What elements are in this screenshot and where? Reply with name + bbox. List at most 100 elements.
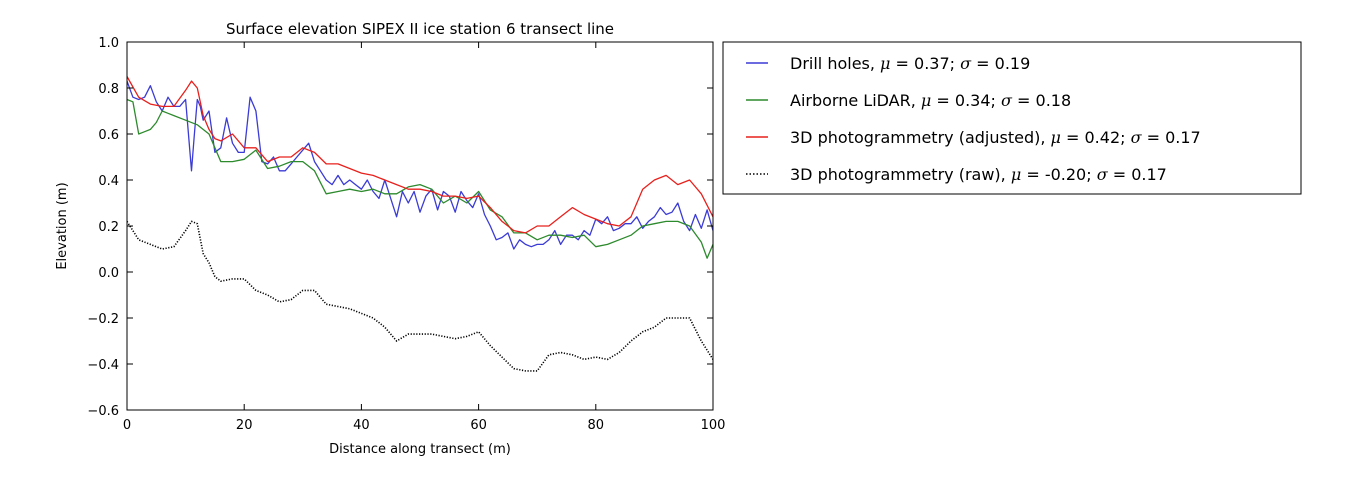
data-point-photogrammetry-adjusted	[220, 140, 221, 141]
data-point-drill	[226, 117, 227, 118]
data-point-drill	[355, 184, 356, 185]
data-point-lidar	[167, 113, 168, 114]
data-point-photogrammetry-adjusted	[162, 106, 163, 107]
data-point-drill	[601, 223, 602, 224]
data-point-photogrammetry-raw	[267, 294, 268, 295]
data-point-photogrammetry-adjusted	[701, 193, 702, 194]
data-point-drill	[613, 230, 614, 231]
data-point-photogrammetry-raw	[619, 352, 620, 353]
data-point-drill	[695, 214, 696, 215]
data-point-drill	[179, 106, 180, 107]
data-point-drill	[232, 143, 233, 144]
data-point-drill	[255, 110, 256, 111]
data-point-lidar	[396, 193, 397, 194]
data-point-drill	[361, 189, 362, 190]
data-point-photogrammetry-adjusted	[455, 196, 456, 197]
data-point-drill	[320, 170, 321, 171]
data-point-photogrammetry-adjusted	[173, 106, 174, 107]
data-point-photogrammetry-raw	[220, 281, 221, 282]
data-point-drill	[267, 163, 268, 164]
data-point-lidar	[701, 242, 702, 243]
data-point-drill	[548, 239, 549, 240]
data-point-photogrammetry-adjusted	[326, 163, 327, 164]
data-point-drill	[707, 209, 708, 210]
data-point-photogrammetry-raw	[191, 221, 192, 222]
data-point-photogrammetry-adjusted	[654, 179, 655, 180]
data-point-photogrammetry-raw	[214, 276, 215, 277]
data-point-drill	[194, 133, 195, 134]
data-point-drill	[367, 179, 368, 180]
data-point-lidar	[630, 235, 631, 236]
data-point-photogrammetry-raw	[466, 336, 467, 337]
data-point-drill	[671, 212, 672, 213]
data-point-photogrammetry-raw	[162, 248, 163, 249]
data-point-photogrammetry-adjusted	[191, 81, 192, 82]
data-point-photogrammetry-raw	[443, 336, 444, 337]
data-point-drill	[630, 223, 631, 224]
data-point-drill	[496, 239, 497, 240]
data-point-drill	[578, 239, 579, 240]
data-point-photogrammetry-raw	[654, 327, 655, 328]
data-point-drill	[437, 209, 438, 210]
data-point-drill	[314, 161, 315, 162]
data-point-drill	[302, 150, 303, 151]
data-point-lidar	[642, 225, 643, 226]
data-point-photogrammetry-raw	[408, 334, 409, 335]
data-point-photogrammetry-adjusted	[619, 225, 620, 226]
data-point-drill	[185, 99, 186, 100]
data-point-drill	[654, 216, 655, 217]
data-point-lidar	[197, 124, 198, 125]
data-point-drill	[132, 97, 133, 98]
data-point-lidar	[537, 239, 538, 240]
data-point-photogrammetry-adjusted	[408, 189, 409, 190]
data-point-lidar	[466, 202, 467, 203]
data-point-photogrammetry-raw	[185, 230, 186, 231]
x-tick-label: 80	[588, 418, 605, 433]
data-point-photogrammetry-raw	[431, 334, 432, 335]
data-point-drill	[572, 235, 573, 236]
data-point-photogrammetry-raw	[501, 357, 502, 358]
data-point-lidar	[607, 244, 608, 245]
data-point-photogrammetry-adjusted	[291, 156, 292, 157]
data-point-photogrammetry-adjusted	[361, 173, 362, 174]
data-point-drill	[443, 191, 444, 192]
data-point-lidar	[501, 216, 502, 217]
data-point-photogrammetry-raw	[630, 340, 631, 341]
data-point-lidar	[314, 170, 315, 171]
data-point-drill	[466, 200, 467, 201]
data-point-photogrammetry-adjusted	[443, 196, 444, 197]
data-point-photogrammetry-adjusted	[208, 129, 209, 130]
data-point-photogrammetry-raw	[677, 317, 678, 318]
data-point-drill	[607, 216, 608, 217]
y-tick-label: −0.2	[87, 312, 119, 327]
x-tick-label: 0	[123, 418, 131, 433]
data-point-photogrammetry-adjusted	[689, 179, 690, 180]
data-point-photogrammetry-raw	[326, 304, 327, 305]
data-point-lidar	[291, 161, 292, 162]
data-point-photogrammetry-adjusted	[501, 221, 502, 222]
data-point-photogrammetry-adjusted	[666, 175, 667, 176]
data-point-drill	[343, 184, 344, 185]
data-point-photogrammetry-raw	[244, 278, 245, 279]
data-point-photogrammetry-adjusted	[302, 147, 303, 148]
data-point-photogrammetry-raw	[548, 354, 549, 355]
data-point-photogrammetry-adjusted	[244, 147, 245, 148]
data-point-photogrammetry-adjusted	[197, 87, 198, 88]
data-point-drill	[689, 230, 690, 231]
data-point-drill	[543, 244, 544, 245]
data-point-drill	[484, 214, 485, 215]
data-point-drill	[507, 232, 508, 233]
y-axis: −0.6 −0.4 −0.2 0.0 0.2 0.4 0.6 0.8 1.0	[87, 36, 713, 419]
data-point-lidar	[572, 237, 573, 238]
data-point-lidar	[232, 161, 233, 162]
data-point-drill	[460, 191, 461, 192]
data-point-photogrammetry-raw	[203, 253, 204, 254]
data-point-drill	[425, 196, 426, 197]
legend-label-lidar: Airborne LiDAR, μ = 0.34; σ = 0.18	[790, 91, 1071, 110]
data-point-photogrammetry-adjusted	[314, 152, 315, 153]
data-point-drill	[490, 225, 491, 226]
data-point-drill	[326, 179, 327, 180]
data-point-photogrammetry-adjusted	[466, 198, 467, 199]
